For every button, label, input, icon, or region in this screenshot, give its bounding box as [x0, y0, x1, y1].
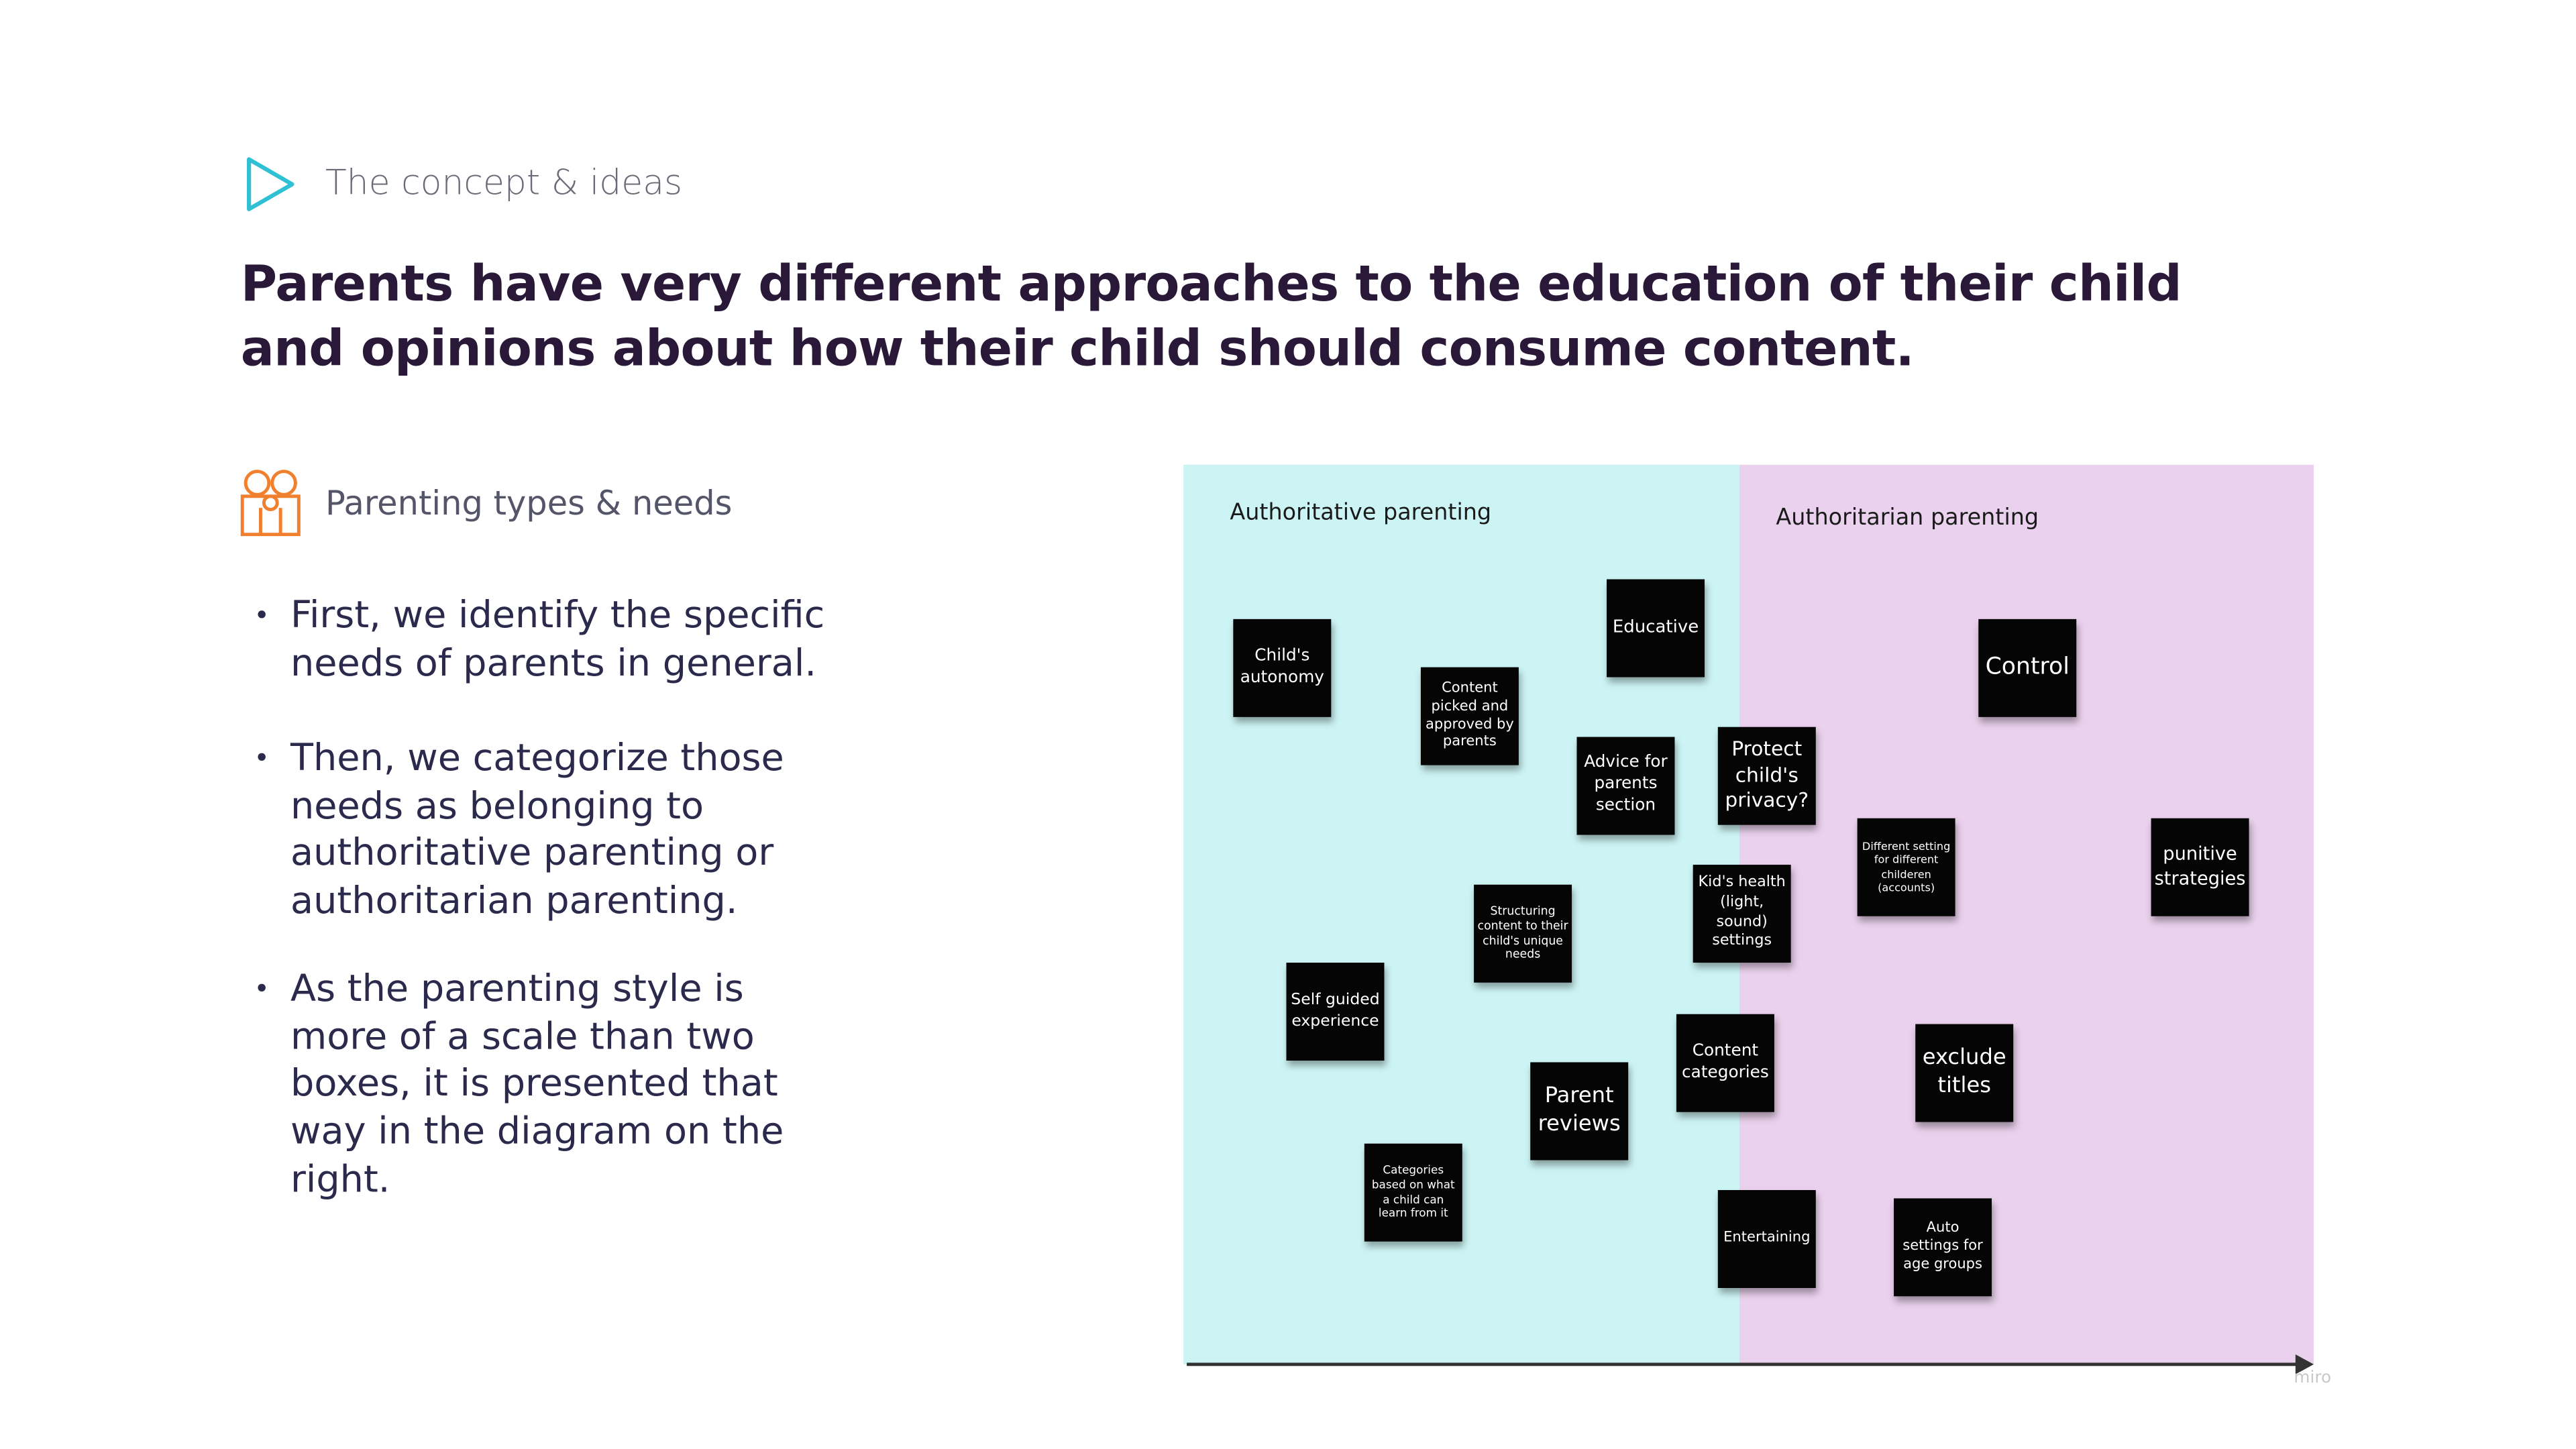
sticky-note: Self guided experience: [1286, 963, 1385, 1061]
sticky-note: Structuring content to their child's uni…: [1474, 884, 1572, 983]
bullet: • First, we identify the specific needs o…: [254, 594, 825, 686]
zone-label: Authoritative parenting: [1230, 499, 1492, 527]
sticky-note: punitive strategies: [2151, 818, 2249, 916]
sticky-note: Auto settings for age groups: [1894, 1198, 1992, 1297]
family-icon: [240, 470, 301, 537]
sticky-note: Protect child's privacy?: [1717, 727, 1816, 825]
slide-title: Parents have very different approaches t…: [240, 256, 2182, 379]
bullet: • As the parenting style is more of a sca…: [254, 967, 784, 1201]
sticky-note: Content picked and approved by parents: [1420, 667, 1519, 765]
play-icon: [247, 157, 294, 211]
sticky-note: exclude titles: [1915, 1024, 2014, 1122]
sticky-note: Kid's health (light, sound) settings: [1693, 865, 1791, 963]
sticky-note: Parent reviews: [1530, 1062, 1629, 1161]
scale-axis: [1187, 1354, 2314, 1375]
zone-label: Authoritarian parenting: [1776, 504, 2039, 531]
bullet-text: Then, we categorize those needs as belon…: [290, 737, 784, 923]
sticky-note: Educative: [1607, 579, 1705, 678]
bullet-text: First, we identify the specific needs of…: [290, 594, 825, 686]
sticky-note: Entertaining: [1717, 1190, 1816, 1288]
sticky-note: Advice for parents section: [1576, 737, 1675, 835]
subsection-title: Parenting types & needs: [325, 482, 733, 523]
sticky-note: Different setting for different childere…: [1857, 818, 1955, 916]
watermark: miro: [2294, 1369, 2332, 1388]
bullet-text: As the parenting style is more of a scal…: [290, 967, 784, 1201]
sticky-note: Control: [1978, 619, 2077, 717]
section-label: The concept & ideas: [325, 162, 683, 203]
sticky-note: Child's autonomy: [1233, 619, 1332, 717]
bullet: • Then, we categorize those needs as belo…: [254, 737, 784, 923]
sticky-note: Content categories: [1676, 1014, 1774, 1112]
sticky-note: Categories based on what a child can lea…: [1364, 1143, 1462, 1242]
